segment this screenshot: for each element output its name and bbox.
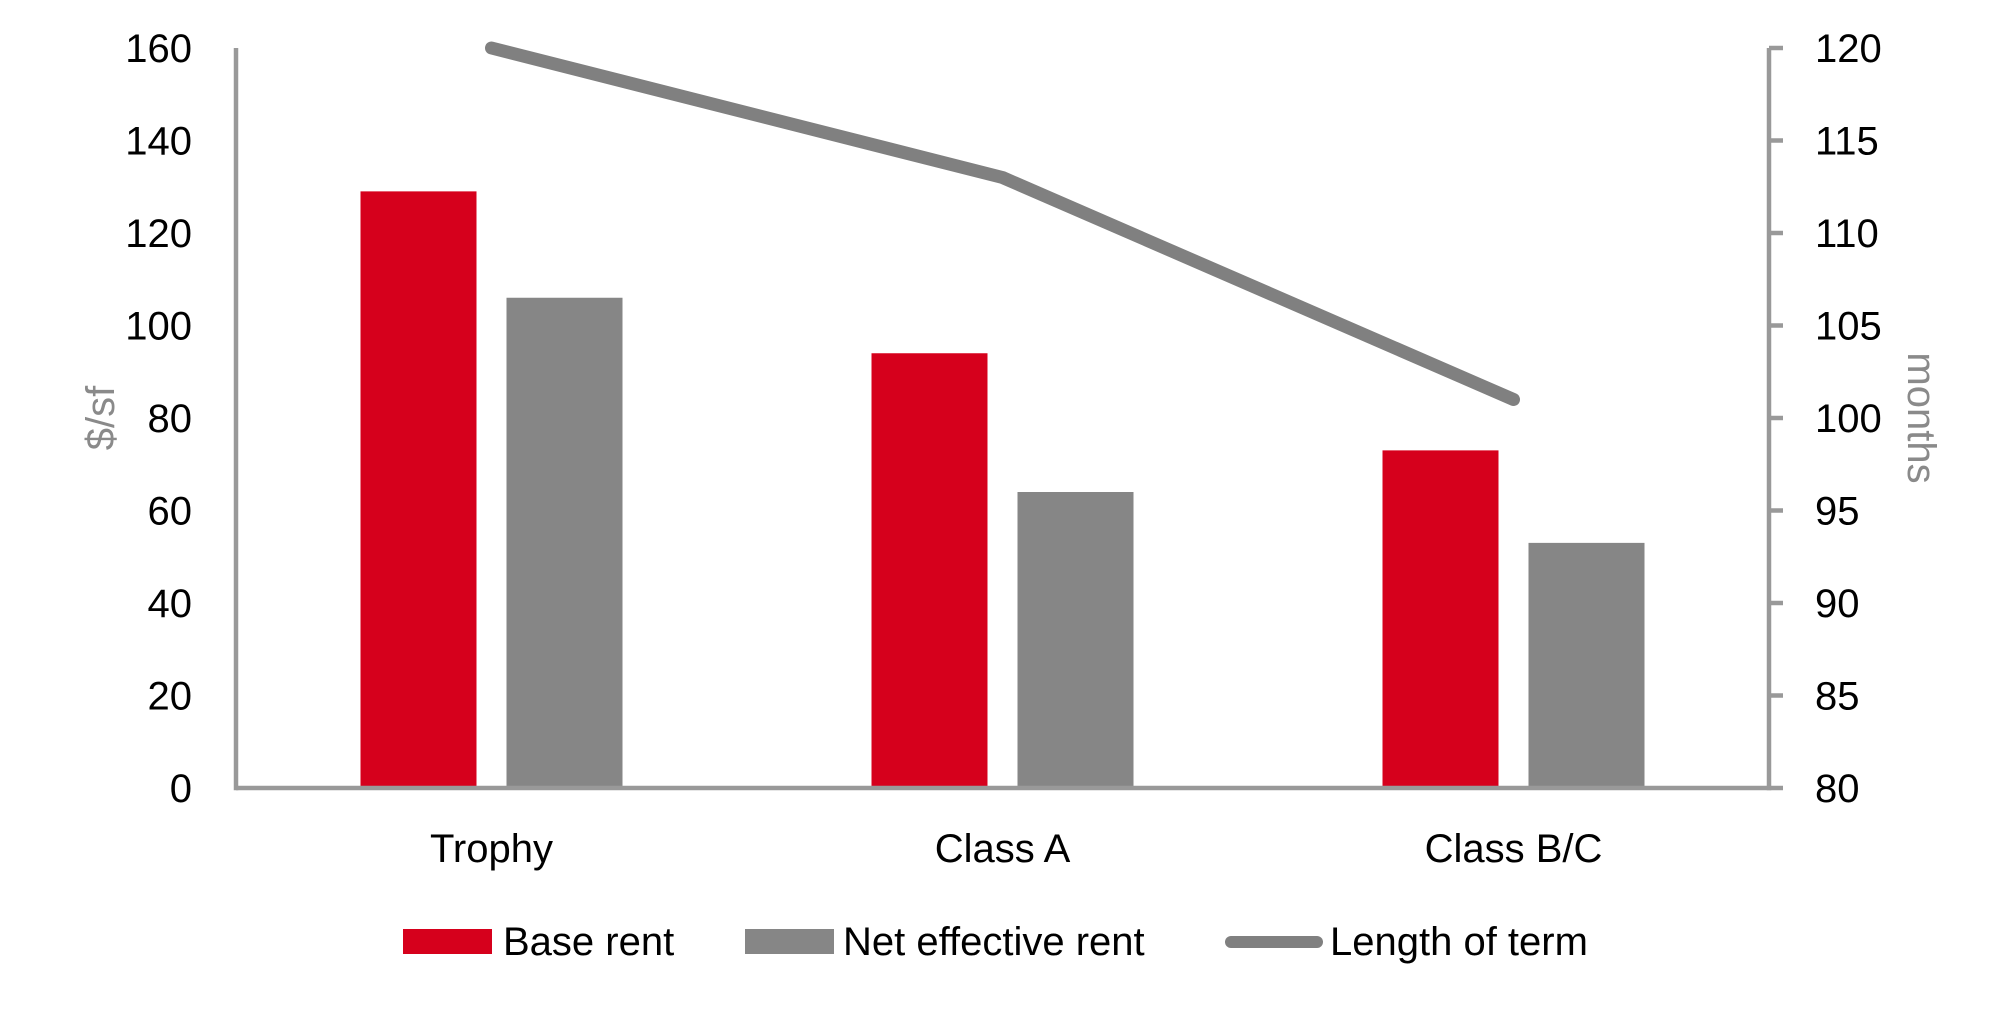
right-axis-tick-label-95: 95 xyxy=(1815,490,1860,534)
bar-base-rent-class-b-c xyxy=(1382,450,1499,788)
bar-base-rent-class-a xyxy=(871,353,988,788)
right-axis-tick-label-115: 115 xyxy=(1815,120,1879,164)
legend-label-net-effective-rent: Net effective rent xyxy=(843,920,1145,964)
left-axis-tick-label-160: 160 xyxy=(125,27,192,71)
right-axis-tick-label-90: 90 xyxy=(1815,582,1860,626)
category-label-trophy: Trophy xyxy=(430,827,553,871)
left-axis-tick-label-100: 100 xyxy=(125,305,192,349)
category-label-class-b-c: Class B/C xyxy=(1425,827,1603,871)
left-axis-tick-label-80: 80 xyxy=(148,397,193,441)
legend-swatch-base-rent xyxy=(403,929,492,954)
bar-net-effective-rent-class-b-c xyxy=(1528,542,1645,788)
legend-swatch-net-effective-rent xyxy=(745,929,834,954)
left-axis-tick-label-40: 40 xyxy=(148,582,193,626)
legend-label-base-rent: Base rent xyxy=(503,920,674,964)
bar-base-rent-trophy xyxy=(360,191,477,788)
left-axis-tick-label-140: 140 xyxy=(125,120,192,164)
bar-net-effective-rent-class-a xyxy=(1017,492,1134,788)
left-axis-tick-label-20: 20 xyxy=(148,675,193,719)
left-axis-tick-label-120: 120 xyxy=(125,212,192,256)
right-axis-tick-label-110: 110 xyxy=(1815,212,1879,256)
right-axis-tick-label-120: 120 xyxy=(1815,27,1882,71)
left-axis-tick-label-0: 0 xyxy=(170,767,192,811)
right-axis-tick-label-100: 100 xyxy=(1815,397,1882,441)
left-axis-title: $/sf xyxy=(79,385,123,450)
bar-net-effective-rent-trophy xyxy=(506,297,623,788)
left-axis-tick-label-60: 60 xyxy=(148,490,193,534)
legend-label-length-of-term: Length of term xyxy=(1330,920,1588,964)
right-axis-title: months xyxy=(1899,352,1943,483)
category-label-class-a: Class A xyxy=(935,827,1071,871)
right-axis-tick-label-85: 85 xyxy=(1815,675,1860,719)
right-axis-tick-label-105: 105 xyxy=(1815,305,1882,349)
line-length-of-term xyxy=(485,41,1520,406)
right-axis-tick-label-80: 80 xyxy=(1815,767,1860,811)
